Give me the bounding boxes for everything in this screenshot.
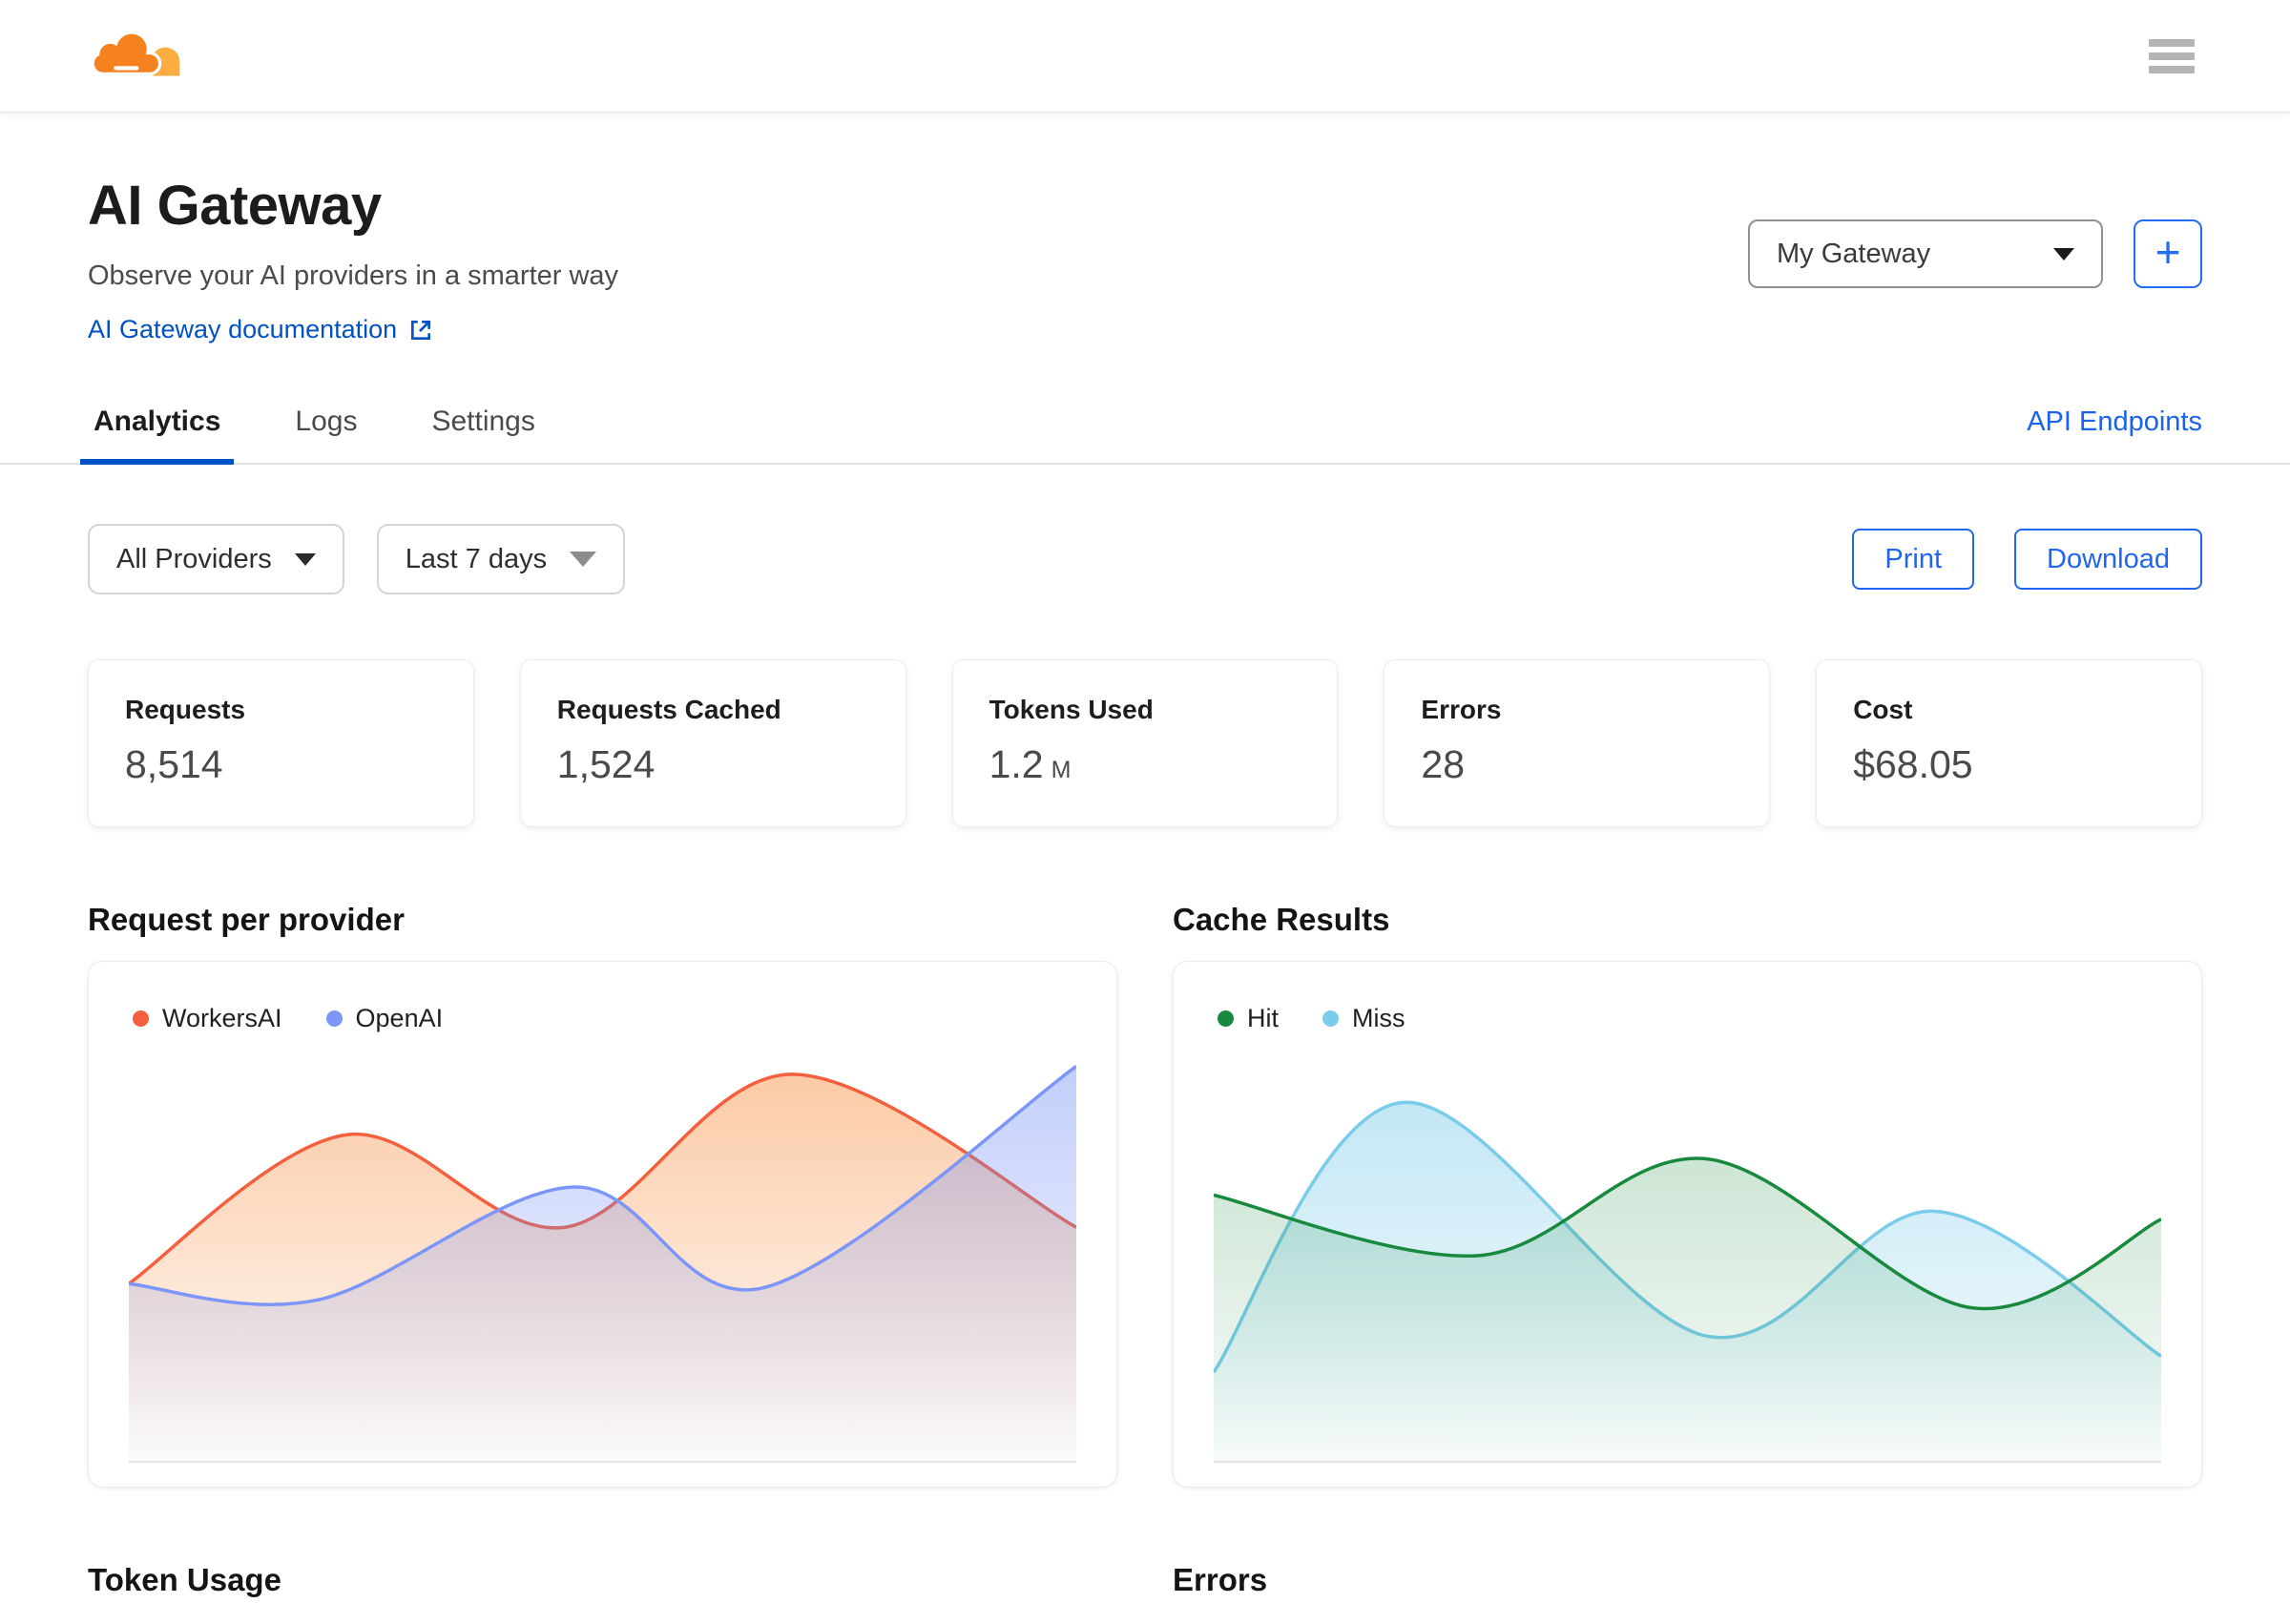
bottom-sections: Token Usage Errors — [0, 1562, 2290, 1598]
legend-label: OpenAI — [355, 1004, 444, 1032]
provider-filter-value: All Providers — [116, 543, 272, 574]
chevron-down-icon — [294, 552, 316, 566]
stat-label: Errors — [1421, 695, 1502, 724]
charts-grid: Request per provider WorkersAI OpenAI Cac… — [0, 902, 2290, 1488]
stat-label: Tokens Used — [989, 695, 1154, 724]
legend-label: WorkersAI — [162, 1004, 282, 1032]
stat-value: 1.2 — [989, 742, 1044, 786]
stat-card-cost: Cost $68.05 — [1816, 659, 2202, 827]
gateway-select[interactable]: My Gateway — [1748, 219, 2103, 288]
tab-analytics[interactable]: Analytics — [79, 396, 235, 465]
documentation-link[interactable]: AI Gateway documentation — [88, 315, 433, 344]
chevron-down-icon — [570, 552, 597, 567]
legend-item-openai: OpenAI — [325, 1004, 444, 1033]
legend-dot-icon — [1322, 1010, 1339, 1027]
cloudflare-logo-icon[interactable] — [91, 29, 184, 84]
requests-per-provider-section: Request per provider WorkersAI OpenAI — [88, 902, 1117, 1488]
page-title: AI Gateway — [88, 175, 382, 237]
chevron-down-icon — [2053, 247, 2074, 260]
provider-filter-select[interactable]: All Providers — [88, 524, 344, 594]
filters-toolbar: All Providers Last 7 days Print Download — [0, 524, 2290, 594]
gateway-select-value: My Gateway — [1777, 238, 1931, 269]
tab-logs[interactable]: Logs — [295, 406, 358, 437]
stat-value: 1,524 — [556, 742, 656, 786]
section-title-requests-per-provider: Request per provider — [88, 902, 405, 937]
stat-value: $68.05 — [1853, 742, 1973, 786]
stat-label: Requests Cached — [556, 695, 781, 724]
legend-dot-icon — [1218, 1010, 1234, 1027]
legend-dot-icon — [133, 1010, 149, 1027]
external-link-icon — [411, 320, 431, 340]
legend-label: Miss — [1352, 1004, 1405, 1032]
section-title-cache-results: Cache Results — [1173, 902, 1390, 937]
stat-label: Cost — [1853, 695, 1913, 724]
date-range-filter-select[interactable]: Last 7 days — [376, 524, 626, 594]
tab-bar: Analytics Logs Settings API Endpoints — [0, 396, 2290, 465]
cache-results-chart — [1214, 1058, 2161, 1463]
legend-label: Hit — [1247, 1004, 1279, 1032]
legend-item-miss: Miss — [1322, 1004, 1405, 1033]
api-endpoints-link[interactable]: API Endpoints — [2027, 406, 2202, 437]
print-button[interactable]: Print — [1852, 529, 1975, 590]
chart-legend: WorkersAI OpenAI — [129, 1004, 1076, 1033]
chart-legend: Hit Miss — [1214, 1004, 2161, 1033]
cache-results-chart-card: Hit Miss — [1173, 961, 2202, 1488]
stats-row: Requests 8,514 Requests Cached 1,524 Tok… — [0, 659, 2290, 827]
legend-dot-icon — [325, 1010, 343, 1027]
tab-settings[interactable]: Settings — [431, 406, 535, 437]
date-range-value: Last 7 days — [405, 543, 548, 574]
top-bar — [0, 0, 2290, 113]
stat-card-errors: Errors 28 — [1384, 659, 1771, 827]
add-gateway-button[interactable]: + — [2134, 219, 2202, 288]
stat-value-suffix: M — [1051, 757, 1072, 783]
stat-card-requests: Requests 8,514 — [88, 659, 474, 827]
requests-per-provider-chart-card: WorkersAI OpenAI — [88, 961, 1117, 1488]
section-title-errors: Errors — [1173, 1562, 1268, 1597]
hamburger-menu-icon[interactable] — [2149, 38, 2195, 73]
cache-results-section: Cache Results Hit Miss — [1173, 902, 2202, 1488]
legend-item-workersai: WorkersAI — [133, 1004, 282, 1033]
documentation-link-label: AI Gateway documentation — [88, 315, 398, 344]
page-header: AI Gateway Observe your AI providers in … — [0, 113, 2290, 344]
stat-card-tokens-used: Tokens Used 1.2 M — [951, 659, 1339, 827]
legend-item-hit: Hit — [1218, 1004, 1279, 1033]
section-title-token-usage: Token Usage — [88, 1562, 281, 1597]
download-button[interactable]: Download — [2014, 529, 2202, 590]
stat-value: 8,514 — [125, 742, 223, 786]
page-subtitle: Observe your AI providers in a smarter w… — [88, 260, 619, 291]
stat-card-requests-cached: Requests Cached 1,524 — [519, 659, 906, 827]
requests-per-provider-chart — [129, 1058, 1076, 1463]
stat-label: Requests — [125, 695, 246, 724]
stat-value: 28 — [1421, 742, 1465, 786]
plus-icon: + — [2155, 227, 2181, 277]
